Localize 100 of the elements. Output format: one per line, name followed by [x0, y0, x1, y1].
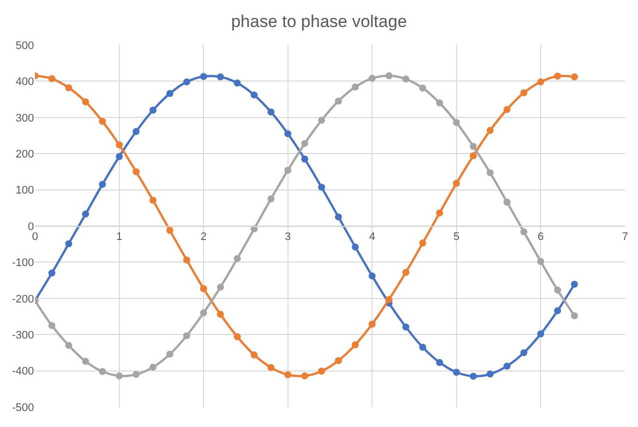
- point: [504, 106, 510, 113]
- point: [284, 130, 292, 138]
- y-tick-label: -200: [12, 293, 34, 306]
- point: [368, 74, 376, 82]
- point: [436, 99, 444, 106]
- point: [200, 72, 208, 80]
- y-tick-label: 300: [16, 112, 34, 124]
- point: [65, 342, 72, 349]
- point: [200, 285, 208, 292]
- point: [537, 258, 544, 265]
- point: [520, 89, 528, 96]
- point: [166, 226, 174, 234]
- y-tick-label: 500: [16, 40, 34, 52]
- point: [554, 307, 562, 314]
- y-tick-label: -500: [12, 402, 34, 414]
- point: [486, 126, 494, 134]
- point: [82, 98, 90, 106]
- point: [82, 358, 90, 365]
- point: [65, 240, 72, 248]
- point: [82, 210, 90, 218]
- point: [334, 213, 342, 220]
- x-tick-label: 2: [200, 231, 207, 244]
- point: [200, 309, 208, 316]
- point: [570, 312, 578, 320]
- point: [352, 244, 359, 250]
- point: [284, 371, 292, 378]
- y-tick-label: -100: [12, 257, 34, 270]
- point: [318, 116, 326, 124]
- point: [250, 91, 258, 98]
- y-tick-label: 0: [28, 220, 34, 233]
- point: [402, 324, 410, 330]
- point: [470, 372, 477, 380]
- chart-title: phase to phase voltage: [231, 12, 407, 31]
- point: [352, 83, 359, 90]
- point: [183, 332, 190, 340]
- point: [419, 240, 426, 247]
- point: [520, 228, 528, 236]
- point: [470, 152, 477, 160]
- point: [65, 84, 72, 92]
- point: [452, 118, 460, 126]
- point: [570, 73, 578, 80]
- point: [486, 370, 494, 378]
- point: [234, 333, 241, 340]
- point: [368, 272, 376, 280]
- point: [48, 322, 56, 330]
- point: [301, 156, 308, 163]
- point: [116, 141, 123, 148]
- x-tick-label: 3: [284, 231, 291, 244]
- point: [402, 268, 410, 276]
- point: [116, 153, 123, 160]
- point: [48, 75, 56, 82]
- point: [98, 180, 106, 188]
- y-tick-label: -400: [12, 366, 34, 378]
- point: [216, 284, 224, 291]
- point: [216, 73, 224, 80]
- point: [150, 196, 156, 204]
- y-tick-label: -300: [12, 329, 34, 342]
- point: [166, 90, 174, 98]
- point: [554, 286, 562, 294]
- point: [132, 128, 140, 136]
- point: [419, 344, 426, 351]
- point: [183, 78, 190, 86]
- point: [268, 364, 274, 372]
- x-tick-label: 1: [116, 231, 122, 244]
- point: [486, 169, 494, 176]
- y-tick-label: 400: [16, 76, 34, 88]
- point: [150, 364, 156, 371]
- point: [334, 98, 342, 105]
- point: [537, 78, 544, 86]
- point: [268, 195, 274, 202]
- x-tick-label: 5: [453, 231, 460, 244]
- point: [150, 106, 156, 114]
- point: [537, 330, 544, 338]
- point: [116, 372, 123, 380]
- point: [318, 184, 326, 191]
- point: [234, 80, 241, 87]
- x-tick-label: 6: [538, 231, 544, 244]
- point: [98, 118, 106, 125]
- point: [216, 310, 224, 318]
- y-tick-label: 200: [16, 148, 34, 160]
- point: [386, 72, 392, 80]
- point: [183, 256, 190, 264]
- point: [402, 76, 410, 83]
- point: [268, 108, 274, 116]
- point: [301, 140, 308, 147]
- point: [98, 368, 106, 376]
- point: [436, 358, 444, 366]
- point: [250, 351, 258, 358]
- point: [452, 180, 460, 187]
- point: [132, 370, 140, 378]
- point: [352, 341, 359, 348]
- point: [554, 72, 562, 80]
- point: [470, 142, 477, 150]
- point: [419, 84, 426, 92]
- point: [166, 350, 174, 358]
- point: [334, 357, 342, 364]
- point: [234, 255, 241, 262]
- point: [520, 349, 528, 356]
- point: [452, 368, 460, 376]
- point: [570, 280, 578, 288]
